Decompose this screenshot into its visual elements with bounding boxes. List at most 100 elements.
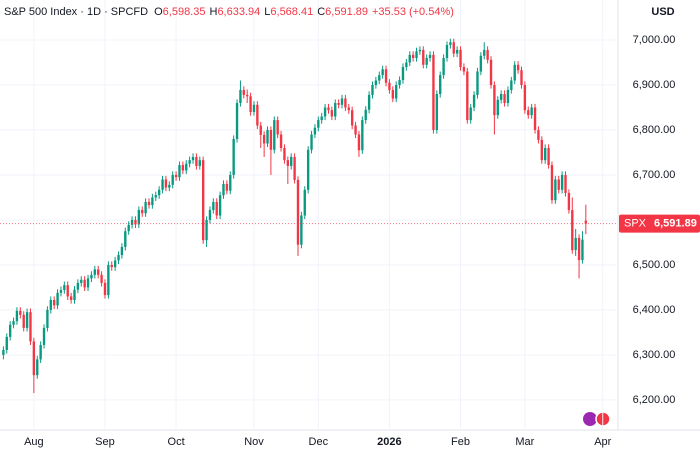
candle-body (476, 71, 479, 95)
candle-body (198, 160, 201, 166)
y-tick-label: 6,300.00 (633, 349, 676, 361)
candle-body (32, 341, 36, 376)
candle-body (215, 201, 218, 216)
candle-body (432, 54, 435, 130)
candle-body (378, 75, 381, 81)
candle-body (557, 179, 560, 190)
candle-body (313, 127, 317, 135)
candle-body (472, 94, 476, 108)
candle-body (269, 129, 273, 150)
candle-body (520, 70, 523, 86)
candle-body (300, 215, 303, 245)
candle-body (69, 296, 73, 301)
candle-body (178, 165, 181, 178)
candle-body (317, 120, 320, 128)
legend-ohlc-letter: L (264, 6, 270, 18)
candle-body (330, 110, 334, 117)
candle-body (239, 89, 242, 104)
candle-body (113, 260, 117, 268)
candle-body (479, 55, 483, 72)
candle-body (191, 156, 195, 161)
candle-body (201, 160, 205, 241)
candle-body (232, 138, 235, 175)
candle-body (273, 120, 276, 150)
candle-body (486, 49, 489, 60)
candle-body (361, 120, 364, 151)
candle-body (567, 192, 571, 211)
candle-body (577, 237, 581, 260)
candle-body (141, 210, 144, 214)
legend-ohlc-value: 6,633.94 (217, 6, 260, 18)
candle-body (124, 231, 127, 247)
candle-body (154, 195, 157, 198)
candle-body (466, 71, 469, 121)
candle-body (157, 189, 161, 196)
candle-body (73, 289, 76, 301)
candle-body (564, 174, 567, 193)
candle-body (516, 64, 520, 71)
candle-body (510, 80, 513, 90)
candle-body (483, 49, 486, 56)
legend-ohlc-value: 6,591.89 (325, 6, 368, 18)
x-tick-label: Aug (24, 436, 44, 448)
candle-body (296, 179, 300, 245)
legend-title: S&P 500 Index · 1D · SPCFD (4, 6, 148, 18)
legend-ohlc-value: 6,598.35 (163, 6, 206, 18)
candle-body (425, 58, 428, 65)
legend-header: S&P 500 Index · 1D · SPCFD O6,598.35 H6,63… (4, 6, 454, 18)
legend-ohlc-letter: H (209, 6, 217, 18)
candle-body (506, 89, 510, 104)
candle-body (12, 321, 15, 325)
candle-body (137, 210, 141, 225)
candle-body (161, 179, 164, 190)
candle-body (83, 279, 86, 288)
candle-body (581, 239, 584, 260)
candle-body (469, 107, 472, 121)
candle-body (107, 264, 110, 296)
candle-body (8, 324, 12, 337)
candle-body (513, 64, 516, 81)
candle-body (344, 98, 347, 108)
candle-body (15, 310, 19, 322)
candle-body (327, 107, 330, 111)
candle-body (354, 125, 357, 135)
candle-body (144, 201, 147, 214)
candle-body (442, 58, 445, 76)
candle-body (127, 224, 130, 232)
candle-body (262, 134, 266, 144)
candle-body (181, 165, 185, 171)
candle-body (435, 94, 439, 130)
candle-body (371, 85, 374, 95)
candle-body (533, 107, 537, 130)
price-tag-symbol: SPX (624, 218, 647, 230)
candle-body (340, 98, 344, 105)
candle-body (571, 210, 574, 251)
candle-body (246, 94, 249, 97)
candle-body (547, 147, 550, 166)
currency-label: USD (651, 6, 674, 18)
candle-body (560, 174, 564, 190)
candle-body (499, 94, 503, 100)
candle-body (323, 107, 327, 117)
candle-body (249, 96, 252, 112)
candle-body (195, 156, 198, 166)
candle-body (462, 67, 466, 72)
candle-body (218, 195, 222, 216)
candle-body (76, 282, 80, 290)
candle-body (334, 103, 337, 117)
candle-body (56, 292, 59, 306)
candle-body (90, 274, 93, 279)
candle-body (455, 49, 459, 54)
legend-ohlc-letter: O (154, 6, 163, 18)
candle-body (374, 80, 378, 86)
candle-body (523, 85, 527, 111)
candle-body (503, 94, 506, 104)
candle-body (381, 69, 384, 76)
y-tick-label: 6,900.00 (633, 79, 676, 91)
y-tick-label: 7,000.00 (633, 34, 676, 46)
candle-body (36, 359, 39, 376)
candle-body (134, 219, 137, 225)
price-tag-value: 6,591.89 (654, 218, 697, 230)
candle-body (527, 110, 530, 116)
candle-body (459, 49, 462, 68)
